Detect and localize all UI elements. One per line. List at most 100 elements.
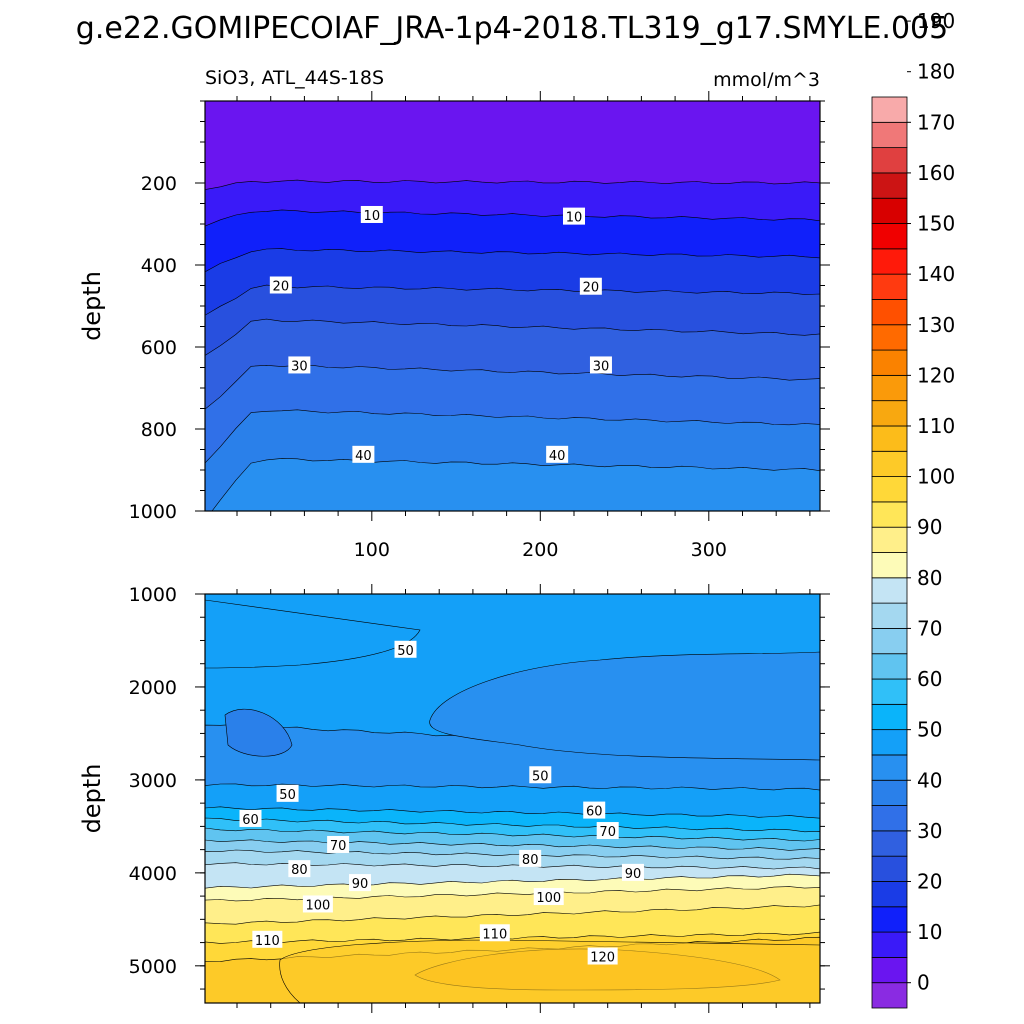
colorbar-swatch	[871, 476, 908, 503]
contour-label-text: 60	[586, 805, 603, 820]
colorbar-swatch	[871, 577, 908, 604]
contour-label: 60	[583, 801, 606, 820]
colorbar-tick-label: 30	[917, 819, 942, 843]
colorbar-tick-label: 0	[917, 971, 930, 995]
contour-region	[429, 651, 820, 761]
contour-label: 110	[479, 924, 510, 942]
colorbar-swatch	[871, 501, 908, 528]
contour-label: 40	[546, 445, 569, 464]
contour-region	[279, 939, 820, 1003]
y-tick-label: 1000	[129, 584, 177, 606]
colorbar-swatch	[871, 982, 908, 1009]
page-title: g.e22.GOMIPECOIAF_JRA-1p4-2018.TL319_g17…	[76, 11, 948, 46]
colorbar-swatch	[871, 324, 908, 351]
contour-label: 90	[621, 863, 644, 882]
contour-label-text: 30	[593, 359, 610, 374]
colorbar-swatch	[871, 223, 908, 250]
colorbar-swatch	[871, 374, 908, 402]
contour-label-text: 90	[352, 877, 369, 892]
colorbar-tick-label: 60	[917, 667, 942, 691]
contour-region	[224, 708, 293, 757]
colorbar-swatch	[871, 299, 908, 326]
contour-label: 70	[327, 835, 350, 854]
contour-label-text: 110	[482, 927, 507, 942]
colorbar-tick-label: 40	[917, 768, 942, 792]
contour-label-text: 110	[255, 934, 280, 949]
colorbar-swatch	[871, 729, 908, 756]
contour-label: 40	[352, 445, 375, 464]
contour-label-text: 10	[364, 209, 381, 224]
contour-label-text: 20	[273, 280, 290, 295]
contour-label-text: 10	[566, 211, 583, 226]
colorbar-tick-label: 80	[917, 566, 942, 590]
contour-label-text: 30	[291, 359, 308, 374]
contour-label: 80	[288, 860, 311, 878]
colorbar-swatch	[871, 172, 908, 199]
y-tick-label: 400	[141, 255, 177, 277]
colorbar: 0 10 20 30 40 50 60 70 80 90 100 110 120 130 140 150 160…	[871, 9, 955, 1009]
plot-frame	[204, 593, 821, 1004]
colorbar-tick-label: 90	[917, 515, 942, 539]
colorbar-tick-label: 50	[917, 718, 942, 742]
plot-area	[205, 594, 820, 1003]
contour-label-text: 120	[590, 951, 615, 966]
colorbar-tick-label: 20	[917, 869, 942, 893]
plot-area	[205, 101, 820, 511]
colorbar-swatch	[871, 602, 908, 629]
contour-label-text: 40	[355, 449, 372, 464]
x-tick-label: 300	[691, 539, 727, 561]
colorbar-swatch	[871, 96, 908, 123]
contour-label-text: 90	[625, 867, 642, 882]
upper-contour-panel: 200 400 600 800 1000 100 200 300 depth 10 10 20 20 30…	[78, 91, 830, 561]
x-tick-label: 200	[522, 539, 558, 561]
y-axis-label: depth	[78, 764, 106, 834]
lower-contour-panel: 1000 2000 3000 4000 5000 depth 50 50 50 60 60 70 70 8…	[78, 584, 830, 1013]
colorbar-swatch	[871, 197, 908, 224]
colorbar-swatch	[871, 855, 908, 882]
colorbar-swatch	[871, 881, 908, 908]
contour-label: 20	[579, 277, 602, 296]
contour-label-text: 60	[242, 813, 259, 828]
contour-band	[205, 458, 820, 511]
y-tick-label: 5000	[129, 956, 177, 978]
colorbar-swatch	[871, 349, 908, 376]
colorbar-tick-label: 190	[917, 9, 955, 33]
y-tick-label: 800	[141, 419, 177, 441]
colorbar-swatch	[871, 703, 908, 731]
y-axis-label: depth	[78, 271, 106, 341]
contour-label-text: 80	[291, 863, 308, 878]
y-tick-label: 1000	[129, 501, 177, 523]
colorbar-tick-label: 150	[917, 212, 955, 236]
colorbar-swatch	[871, 526, 908, 553]
colorbar-swatch	[871, 956, 908, 984]
colorbar-swatch	[871, 552, 908, 579]
contour-label-text: 20	[583, 281, 600, 296]
contour-label: 100	[533, 888, 564, 906]
colorbar-swatch	[871, 273, 908, 300]
colorbar-swatch	[871, 450, 908, 477]
y-tick-label: 3000	[129, 770, 177, 792]
contour-label-text: 50	[532, 769, 549, 784]
contour-label-text: 50	[397, 644, 414, 659]
colorbar-swatch	[871, 248, 908, 275]
colorbar-swatch	[871, 906, 908, 933]
colorbar-tick-label: 110	[917, 414, 955, 438]
contour-label: 50	[394, 640, 417, 659]
colorbar-tick-label: 100	[917, 465, 955, 489]
colorbar-swatch	[871, 400, 908, 427]
colorbar-swatch	[871, 121, 908, 149]
contour-label: 110	[252, 930, 283, 949]
colorbar-tick-label: 160	[917, 161, 955, 185]
colorbar-tick-label: 120	[917, 363, 955, 387]
contour-label: 80	[519, 849, 542, 868]
y-tick-label: 2000	[129, 677, 177, 699]
contour-label-text: 100	[536, 891, 561, 906]
x-tick-label: 100	[354, 539, 390, 561]
colorbar-tick-label: 170	[917, 110, 955, 134]
colorbar-swatch	[871, 830, 908, 857]
contour-label-text: 70	[330, 839, 347, 854]
contour-label: 30	[589, 356, 612, 374]
contour-label-text: 50	[279, 788, 296, 803]
contour-label: 70	[596, 822, 619, 840]
